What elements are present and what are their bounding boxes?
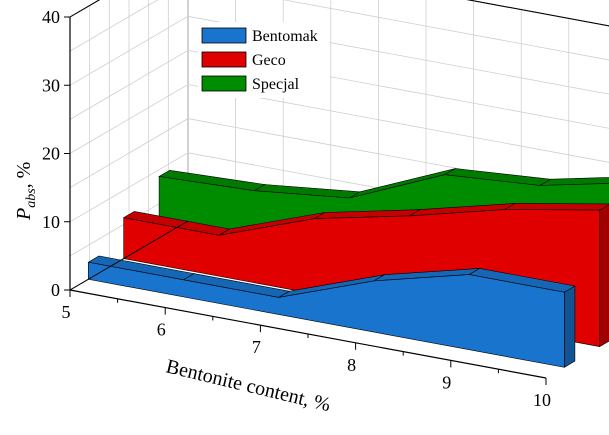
- series-bentomak: [87, 255, 576, 368]
- y-tick-label: 10: [42, 212, 60, 232]
- y-axis-title-tail: , %: [13, 162, 35, 189]
- back-top-line: [466, 0, 609, 27]
- legend-label-geco: Geco: [252, 52, 286, 69]
- legend: Bentomak Geco Specjal: [198, 22, 330, 98]
- legend-swatch-specjal: [201, 75, 247, 92]
- x-axis-title: Bentonite content, %: [164, 355, 333, 416]
- legend-swatch-geco: [201, 51, 247, 68]
- depth-axis-line: [69, 220, 189, 291]
- legend-swatch-bentomak: [201, 27, 247, 44]
- y-tick-label: 40: [42, 7, 60, 27]
- legend-label-specjal: Specjal: [252, 76, 300, 93]
- x-tick-label: 5: [62, 302, 71, 322]
- y-axis-title: Pabs, %: [13, 162, 39, 221]
- series-end-cap: [563, 285, 576, 368]
- x-tick-label: 8: [347, 355, 356, 375]
- axes: [64, 0, 609, 385]
- x-tick-label: 9: [442, 372, 451, 392]
- y-tick-label: 0: [51, 280, 60, 300]
- y-tick-label: 30: [42, 75, 60, 95]
- top-edge-line: [69, 0, 101, 18]
- x-tick-label: 10: [533, 390, 551, 410]
- y-axis-title-main: P: [13, 208, 35, 221]
- x-tick-label: 7: [252, 337, 261, 357]
- x-tick-label: 6: [157, 320, 166, 340]
- series-layer: [87, 168, 609, 368]
- y-tick-label: 20: [42, 144, 60, 164]
- series-end-cap: [599, 204, 609, 348]
- series-front-face: [88, 261, 565, 368]
- tick-labels: 0 10 20 30 40 5 6 7 8 9 10: [42, 7, 551, 410]
- series-top-segment: [503, 203, 609, 211]
- legend-label-bentomak: Bentomak: [252, 28, 318, 45]
- y-axis-title-sub: abs: [24, 188, 39, 208]
